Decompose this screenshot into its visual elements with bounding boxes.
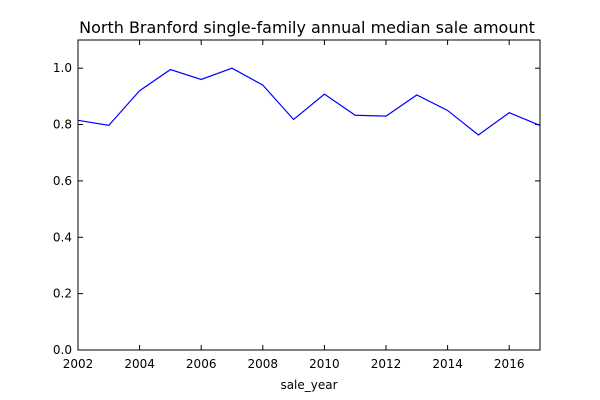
x-tick-label: 2014 [432,357,463,371]
y-tick-label: 0.0 [53,343,72,357]
plot-frame [77,39,541,351]
y-tick-label: 0.8 [53,118,72,132]
series-layer [77,67,541,136]
x-tick-label: 2016 [494,357,525,371]
series-line [77,67,541,136]
y-tick-label: 0.6 [53,174,72,188]
y-tick-label: 0.2 [53,287,72,301]
x-tick-label: 2012 [371,357,402,371]
ticks-layer: 2002 2004 2006 2008 2010 2012 2014 2016 0.0 0.2 0.… [53,40,540,371]
chart-title: North Branford single-family annual medi… [79,18,535,37]
x-axis-label: sale_year [280,378,337,392]
x-tick-label: 2008 [248,357,279,371]
x-tick-label: 2004 [124,357,155,371]
x-tick-label: 2010 [309,357,340,371]
x-tick-label: 2002 [63,357,94,371]
x-tick-label: 2006 [186,357,217,371]
y-tick-label: 1.0 [53,61,72,75]
y-tick-label: 0.4 [53,230,72,244]
